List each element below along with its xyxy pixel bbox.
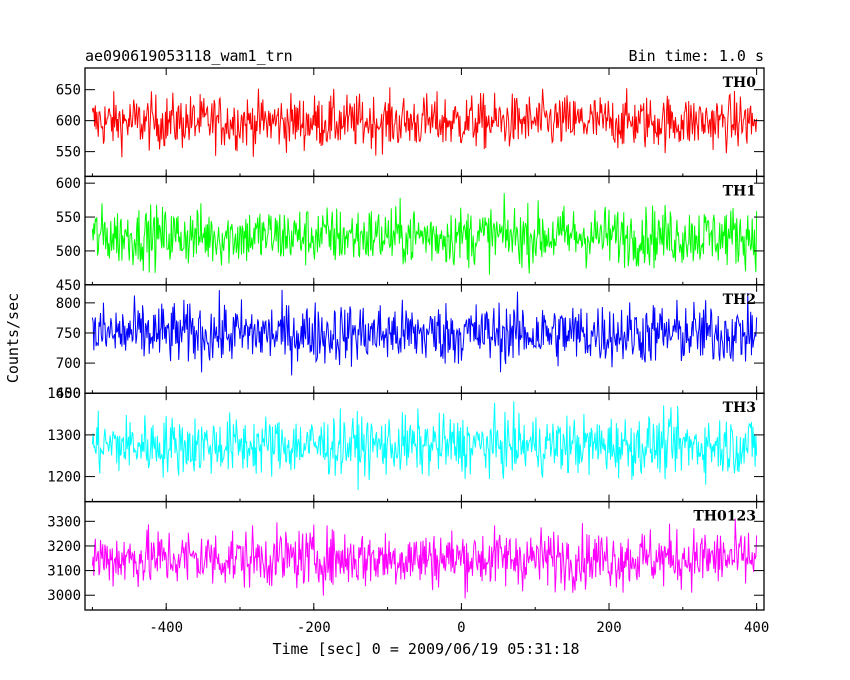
chart-title: ae090619053118_wam1_trn <box>85 47 293 65</box>
y-tick-label: 800 <box>56 296 81 312</box>
y-tick-label: 3100 <box>47 564 81 580</box>
legend-th0: TH0 <box>723 75 757 91</box>
legend-th3: TH3 <box>723 400 756 416</box>
x-tick-label: 0 <box>457 620 465 636</box>
chart-subtitle: Bin time: 1.0 s <box>629 47 764 65</box>
y-tick-label: 600 <box>56 114 81 130</box>
x-axis-label: Time [sec] 0 = 2009/06/19 05:31:18 <box>272 640 579 658</box>
y-tick-label: 1300 <box>47 428 81 444</box>
panel-frame-th0123 <box>84 500 765 611</box>
series-line-th1 <box>91 193 758 275</box>
y-tick-label: 1400 <box>47 386 81 402</box>
x-tick-label: 400 <box>744 620 769 636</box>
y-tick-label: 1200 <box>47 470 81 486</box>
y-tick-label: 450 <box>56 278 81 294</box>
y-tick-label: 750 <box>56 326 81 342</box>
y-tick-label: 550 <box>56 210 81 226</box>
x-tick-label: -200 <box>297 620 331 636</box>
y-tick-label: 3200 <box>47 539 81 555</box>
y-tick-label: 3300 <box>47 514 81 530</box>
series-line-th3 <box>91 401 758 490</box>
series-line-th2 <box>91 289 758 376</box>
series-line-th0 <box>91 87 758 158</box>
y-axis-label: Counts/sec <box>4 293 22 383</box>
y-tick-label: 500 <box>56 244 81 260</box>
y-tick-label: 3000 <box>47 588 81 604</box>
y-tick-label: 600 <box>56 176 81 192</box>
y-tick-label: 650 <box>56 83 81 99</box>
series-line-th0123 <box>91 518 758 599</box>
legend-th2: TH2 <box>723 292 756 308</box>
y-tick-label: 550 <box>56 145 81 161</box>
y-tick-label: 700 <box>56 356 81 372</box>
y-tick-label: 650 <box>56 386 81 402</box>
legend-th1: TH1 <box>723 183 756 199</box>
x-tick-label: -400 <box>149 620 183 636</box>
x-tick-label: 200 <box>596 620 621 636</box>
legend-th0123: TH0123 <box>693 509 756 525</box>
panels-group: 550 600 650 TH0 450 500 550 600 TH1 650 700 750 800 T… <box>47 67 769 636</box>
